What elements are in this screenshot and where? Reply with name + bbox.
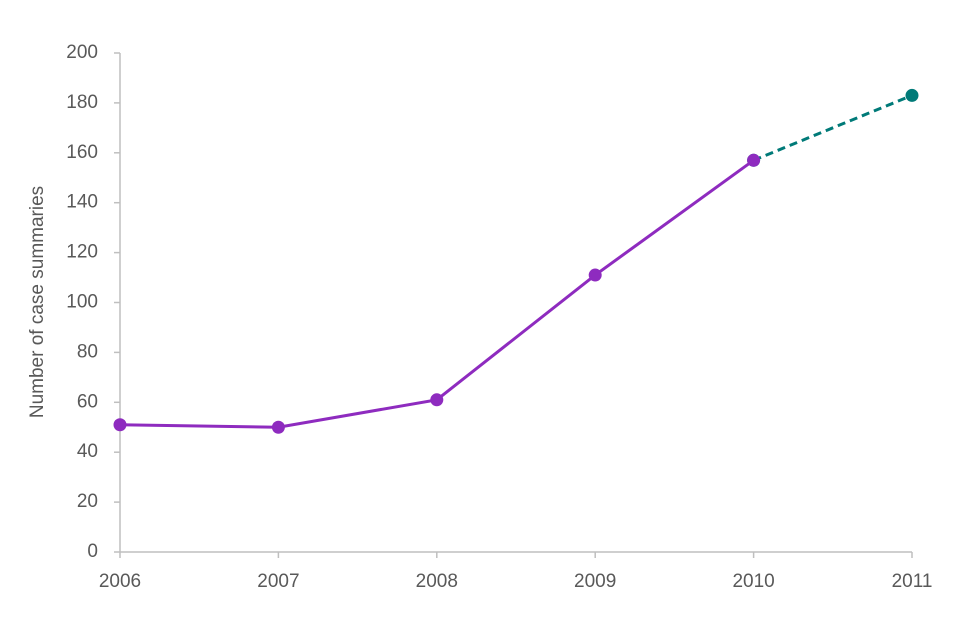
data-point (905, 88, 919, 102)
series-line (753, 94, 913, 162)
data-point (588, 268, 602, 282)
y-tick-label: 200 (66, 42, 98, 63)
y-tick-label: 100 (66, 292, 98, 313)
y-axis-label: Number of case summaries (27, 186, 48, 418)
y-tick-label: 180 (66, 92, 98, 113)
y-tick-label: 60 (77, 391, 98, 412)
y-tick-label: 80 (77, 341, 98, 362)
series-line (119, 159, 755, 429)
x-tick-label: 2008 (416, 571, 458, 592)
y-tick-label: 140 (66, 192, 98, 213)
x-tick-label: 2010 (732, 571, 774, 592)
y-tick-label: 40 (77, 441, 98, 462)
y-tick-label: 120 (66, 242, 98, 263)
x-tick-label: 2007 (257, 571, 299, 592)
data-point (747, 153, 761, 167)
data-point (430, 393, 444, 407)
x-tick-label: 2011 (892, 571, 933, 592)
y-tick-label: 0 (87, 541, 98, 562)
y-tick-label: 20 (77, 491, 98, 512)
x-tick-label: 2009 (574, 571, 616, 592)
data-point (113, 418, 127, 432)
y-tick-label: 160 (66, 142, 98, 163)
x-tick-label: 2006 (99, 571, 141, 592)
data-point (271, 420, 285, 434)
